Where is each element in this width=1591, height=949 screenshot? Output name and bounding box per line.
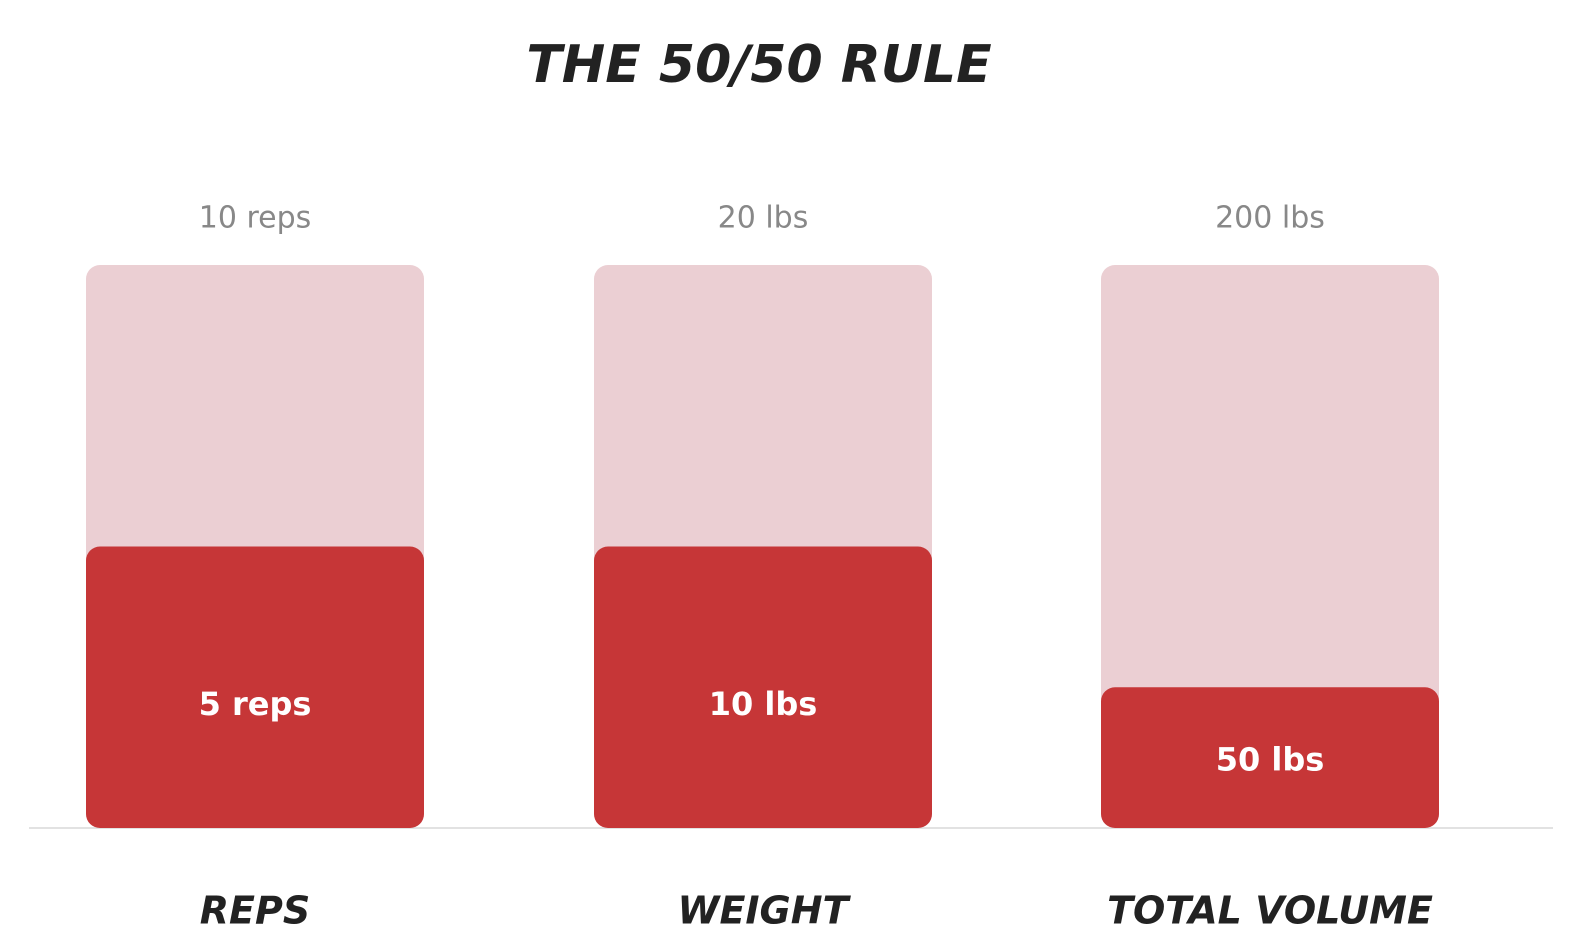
bar-total-label: 200 lbs: [1215, 201, 1325, 236]
bar-value-label: 50 lbs: [1216, 741, 1325, 779]
chart-title: THE 50/50 RULE: [526, 35, 991, 95]
category-label: TOTAL VOLUME: [1107, 889, 1433, 933]
bar-total-label: 20 lbs: [718, 201, 809, 236]
bar-value-label: 10 lbs: [709, 685, 818, 723]
category-label: WEIGHT: [678, 889, 852, 933]
bar: [594, 546, 932, 828]
bar-total-label: 10 reps: [199, 201, 312, 236]
bar-value-label: 5 reps: [199, 685, 312, 723]
bar: [86, 546, 424, 828]
category-label: REPS: [200, 889, 310, 933]
bar: [1101, 687, 1439, 828]
